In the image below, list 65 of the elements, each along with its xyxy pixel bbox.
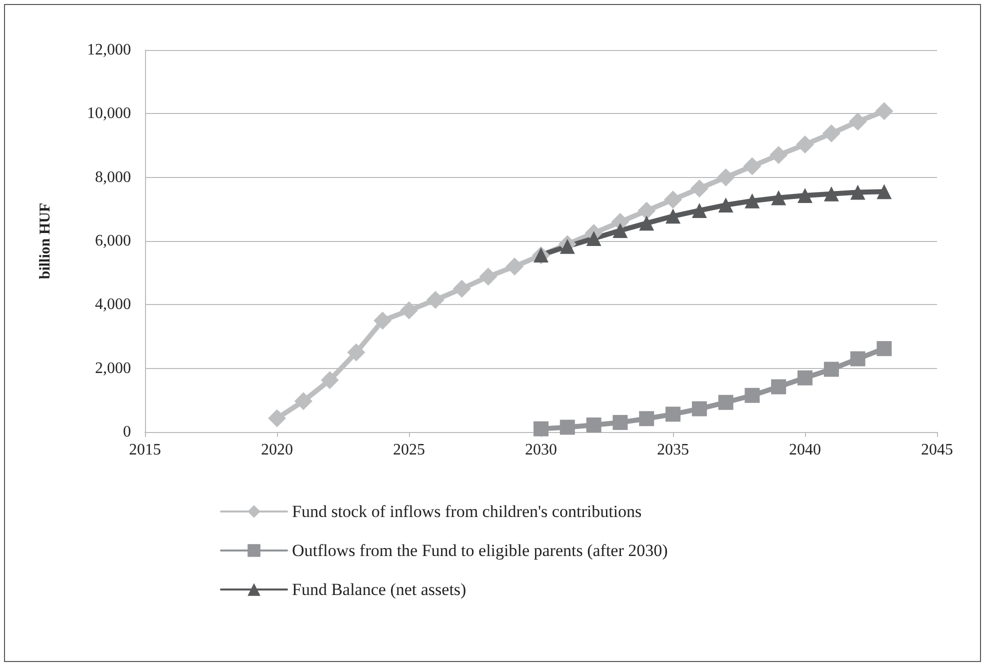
point bbox=[744, 388, 760, 403]
legend-label: Fund Balance (net assets) bbox=[292, 580, 466, 599]
y-tick-label: 10,000 bbox=[87, 105, 131, 122]
x-tick-label: 2035 bbox=[657, 442, 689, 458]
point bbox=[692, 401, 707, 416]
point bbox=[612, 414, 628, 430]
point bbox=[666, 208, 680, 224]
point bbox=[664, 190, 682, 209]
point bbox=[638, 202, 656, 220]
point bbox=[690, 179, 708, 198]
point bbox=[718, 198, 734, 213]
point bbox=[850, 184, 866, 200]
point bbox=[771, 190, 786, 206]
point bbox=[850, 351, 866, 366]
point bbox=[347, 343, 366, 362]
point bbox=[796, 136, 814, 154]
point bbox=[426, 290, 444, 309]
point bbox=[876, 341, 892, 356]
point bbox=[268, 409, 286, 428]
x-tick-label: 2030 bbox=[525, 442, 557, 458]
point bbox=[692, 202, 707, 218]
y-tick-label: 4,000 bbox=[95, 296, 131, 314]
point bbox=[848, 112, 867, 131]
y-tick-label: 0 bbox=[123, 424, 131, 440]
point bbox=[506, 257, 524, 276]
point bbox=[560, 420, 575, 435]
point bbox=[770, 146, 788, 164]
point bbox=[824, 362, 839, 377]
legend-label: Fund stock of inflows from children's contributions bbox=[292, 502, 642, 521]
x-tick-label: 2025 bbox=[393, 442, 425, 458]
x-tick-label: 2020 bbox=[261, 442, 293, 458]
y-tick-label: 12,000 bbox=[87, 42, 131, 58]
point bbox=[374, 312, 392, 330]
point bbox=[534, 421, 548, 436]
point bbox=[798, 188, 812, 203]
point bbox=[718, 394, 734, 410]
point bbox=[822, 124, 840, 142]
point bbox=[586, 417, 602, 432]
point bbox=[666, 406, 680, 422]
point bbox=[586, 230, 602, 246]
y-axis-title: billion HUF bbox=[38, 202, 54, 280]
point bbox=[479, 268, 498, 286]
point bbox=[771, 379, 786, 394]
x-tick-label: 2045 bbox=[921, 442, 953, 458]
point bbox=[744, 193, 760, 208]
point bbox=[798, 370, 812, 386]
point bbox=[452, 280, 471, 298]
point bbox=[320, 371, 339, 390]
point bbox=[743, 157, 762, 176]
x-tick-label: 2015 bbox=[129, 442, 161, 458]
point bbox=[400, 301, 418, 320]
point bbox=[612, 222, 628, 238]
y-tick-label: 6,000 bbox=[95, 232, 131, 250]
point bbox=[639, 411, 654, 426]
point bbox=[716, 168, 735, 186]
point bbox=[875, 102, 894, 120]
y-tick-label: 2,000 bbox=[95, 360, 131, 377]
point bbox=[560, 238, 575, 254]
x-tick-label: 2040 bbox=[789, 442, 821, 458]
point bbox=[876, 184, 892, 200]
point bbox=[639, 216, 654, 231]
point bbox=[294, 392, 312, 410]
y-tick-label: 8,000 bbox=[95, 168, 131, 186]
point bbox=[824, 186, 839, 202]
legend-label: Outflows from the Fund to eligible parents (after 2030) bbox=[292, 541, 668, 560]
